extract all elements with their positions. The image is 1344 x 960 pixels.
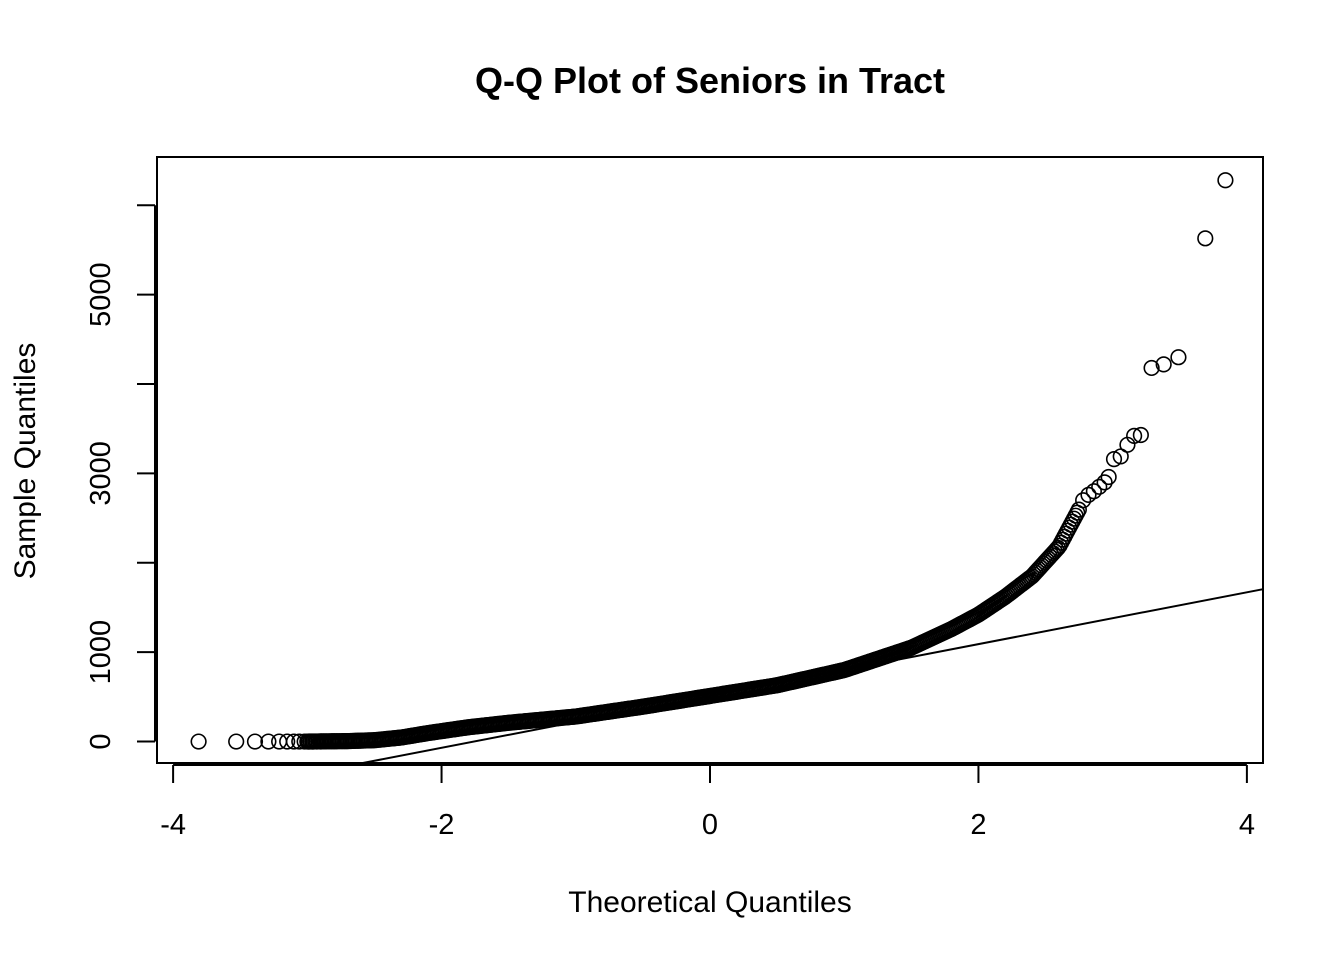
data-point xyxy=(1075,492,1092,509)
data-point xyxy=(1126,427,1143,444)
x-tick-label: -2 xyxy=(429,809,455,841)
data-point xyxy=(1197,230,1214,247)
y-tick-label: 3000 xyxy=(85,441,117,506)
points-layer xyxy=(190,172,1234,750)
chart-title: Q-Q Plot of Seniors in Tract xyxy=(475,60,945,101)
y-tick-label: 0 xyxy=(85,733,117,749)
y-tick-label: 5000 xyxy=(85,262,117,327)
data-point xyxy=(279,733,296,750)
y-tick-label: 1000 xyxy=(85,620,117,685)
y-axis: 0 1000 3000 5000 xyxy=(85,204,156,750)
data-point xyxy=(1096,474,1113,491)
data-point xyxy=(1217,172,1234,189)
x-axis: -4 -2 0 2 4 xyxy=(160,764,1255,841)
data-point xyxy=(1132,426,1149,444)
data-point xyxy=(1143,359,1160,377)
x-axis-label: Theoretical Quantiles xyxy=(568,886,851,919)
data-point xyxy=(228,733,245,750)
x-tick-label: 0 xyxy=(702,809,718,841)
data-point xyxy=(1170,349,1187,366)
x-tick-label: 4 xyxy=(1239,809,1255,841)
data-point xyxy=(1085,483,1102,500)
plot-frame xyxy=(156,156,1264,764)
data-point xyxy=(1100,468,1117,486)
data-point xyxy=(1091,478,1108,495)
data-point xyxy=(1155,356,1172,373)
x-tick-label: 2 xyxy=(970,809,986,841)
data-point xyxy=(1105,451,1123,468)
data-point xyxy=(246,733,264,750)
y-axis-label: Sample Quantiles xyxy=(9,343,42,580)
data-point xyxy=(260,733,277,750)
data-point xyxy=(1070,501,1087,518)
x-tick-label: -4 xyxy=(160,809,186,841)
data-point xyxy=(190,733,207,750)
